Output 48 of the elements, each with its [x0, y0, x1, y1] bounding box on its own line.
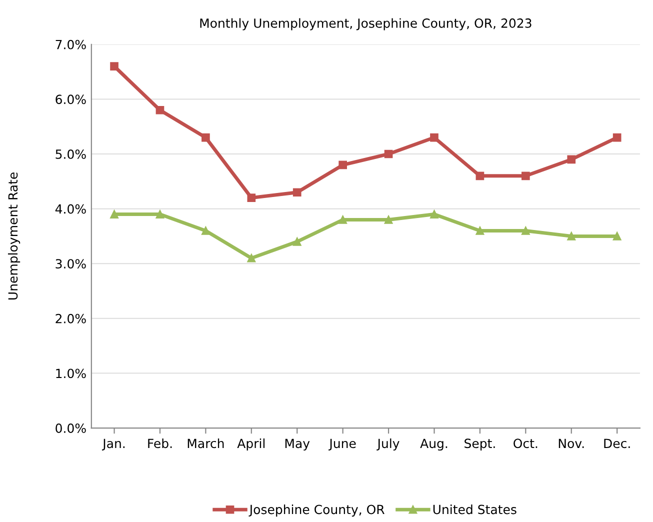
y-tick-label: 0.0% [56, 424, 86, 433]
x-tick-label: July [376, 438, 400, 451]
y-tick-label: 1.0% [56, 368, 86, 378]
point [156, 210, 164, 218]
point [292, 238, 302, 246]
x-tick-label: April [237, 438, 265, 451]
chart-title: Monthly Unemployment, Josephine County, OR, 2023 [200, 18, 532, 30]
point [338, 216, 347, 224]
point [430, 133, 438, 142]
y-tick-label: 2.0% [56, 314, 86, 324]
point [430, 210, 438, 218]
point [522, 172, 530, 180]
y-tick-label: 7.0% [56, 40, 86, 50]
x-tick-label: May [285, 438, 310, 451]
legend-label: United States [433, 504, 516, 514]
x-tick-label: Sept. [464, 438, 495, 451]
point [110, 62, 118, 70]
x-tick-label: Oct. [514, 438, 538, 448]
point [567, 232, 576, 240]
point [476, 226, 484, 235]
x-tick-label: June [328, 438, 356, 450]
legend-label: Josephine County, OR [248, 504, 384, 517]
x-tick-label: Feb. [148, 438, 172, 448]
x-tick-label: Jan. [102, 438, 125, 450]
y-tick-label: 6.0% [56, 94, 86, 104]
point [156, 106, 164, 114]
point [567, 155, 576, 164]
y-tick-label: 4.0% [55, 204, 86, 214]
point [202, 226, 210, 235]
point [384, 150, 393, 158]
point [476, 172, 484, 180]
point [338, 160, 347, 170]
x-tick-label: Aug. [420, 438, 448, 451]
point [384, 216, 393, 224]
point [247, 194, 256, 202]
point [522, 226, 530, 235]
point [292, 188, 302, 197]
point [202, 133, 210, 142]
point [612, 232, 622, 240]
y-tick-label: 5.0% [56, 149, 86, 159]
point [247, 254, 256, 262]
x-tick-label: Nov. [558, 438, 584, 448]
x-tick-label: March [188, 438, 224, 448]
point [612, 133, 622, 142]
y-axis-title: Unemployment Rate [8, 172, 20, 300]
point [110, 210, 118, 218]
x-tick-label: Dec. [604, 438, 630, 448]
y-tick-label: 3.0% [56, 259, 86, 269]
